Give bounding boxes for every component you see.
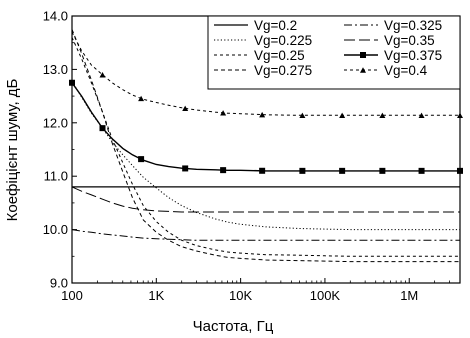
triangle-marker	[457, 112, 463, 119]
series-line	[71, 29, 460, 263]
legend-item: Vg=0.225	[214, 33, 312, 48]
square-marker	[360, 52, 366, 58]
square-marker	[457, 167, 463, 174]
triangle-marker	[220, 110, 227, 116]
x-tick-label: 100K	[310, 288, 341, 303]
x-tick-label: 100	[61, 288, 83, 303]
y-tick-label: 9.0	[50, 276, 68, 291]
y-tick-label: 14.0	[43, 9, 68, 24]
legend-item: Vg=0.275	[214, 63, 312, 78]
series-vg-0-275	[71, 29, 460, 263]
series-line	[71, 186, 460, 213]
triangle-marker	[99, 72, 106, 78]
triangle-marker	[259, 111, 266, 118]
series-layer	[69, 29, 463, 263]
series-line	[71, 229, 460, 241]
triangle-marker	[182, 105, 189, 112]
legend-label: Vg=0.2	[254, 18, 297, 33]
x-tick-label: 1M	[400, 288, 418, 303]
y-tick-label: 12.0	[43, 115, 68, 130]
legend-item: Vg=0.2	[214, 18, 297, 33]
series-line	[71, 37, 460, 257]
series-line	[71, 31, 460, 116]
square-marker	[299, 167, 306, 174]
square-marker	[138, 156, 145, 163]
triangle-marker	[360, 67, 366, 73]
series-vg-0-4	[71, 31, 463, 119]
y-tick-label: 10.0	[43, 222, 68, 237]
legend-label: Vg=0.25	[254, 48, 305, 63]
legend-label: Vg=0.225	[254, 33, 312, 48]
y-axis-title: Коефіцієнт шуму, дБ	[4, 78, 21, 221]
legend: Vg=0.2Vg=0.225Vg=0.25Vg=0.275Vg=0.325Vg=…	[207, 15, 461, 90]
square-marker	[182, 165, 189, 172]
square-marker	[339, 167, 346, 174]
triangle-marker	[339, 112, 346, 119]
legend-item: Vg=0.35	[344, 33, 435, 48]
square-marker	[99, 125, 106, 132]
series-vg-0-375	[69, 79, 463, 174]
legend-box	[207, 15, 461, 90]
series-line	[71, 82, 460, 172]
square-marker	[418, 167, 425, 174]
square-marker	[259, 167, 266, 174]
triangle-marker	[138, 95, 145, 102]
legend-label: Vg=0.275	[254, 63, 312, 78]
square-marker	[379, 167, 386, 174]
series-vg-0-25	[71, 37, 460, 257]
legend-item: Vg=0.375	[344, 48, 442, 63]
legend-item: Vg=0.325	[344, 18, 442, 33]
x-tick-label: 10K	[229, 288, 252, 303]
legend-label: Vg=0.35	[384, 33, 435, 48]
x-axis-title: Частота, Гц	[193, 318, 274, 335]
legend-label: Vg=0.4	[384, 63, 428, 78]
triangle-marker	[299, 112, 306, 119]
x-tick-label: 1K	[148, 288, 164, 303]
square-marker	[69, 79, 75, 86]
tick-layer: 100 1K 10K 100K 1M 9.0 10.0 11.0 12.0 13.0 14.0	[43, 9, 461, 303]
triangle-marker	[379, 112, 386, 119]
legend-label: Vg=0.325	[384, 18, 442, 33]
series-vg-0-325	[71, 229, 460, 241]
legend-label: Vg=0.375	[384, 48, 442, 63]
series-vg-0-35	[71, 186, 460, 213]
square-marker	[220, 167, 227, 174]
triangle-marker	[418, 112, 425, 119]
y-tick-label: 11.0	[44, 169, 68, 184]
legend-item: Vg=0.25	[214, 48, 305, 63]
legend-item: Vg=0.4	[344, 63, 428, 78]
y-tick-label: 13.0	[43, 62, 68, 77]
